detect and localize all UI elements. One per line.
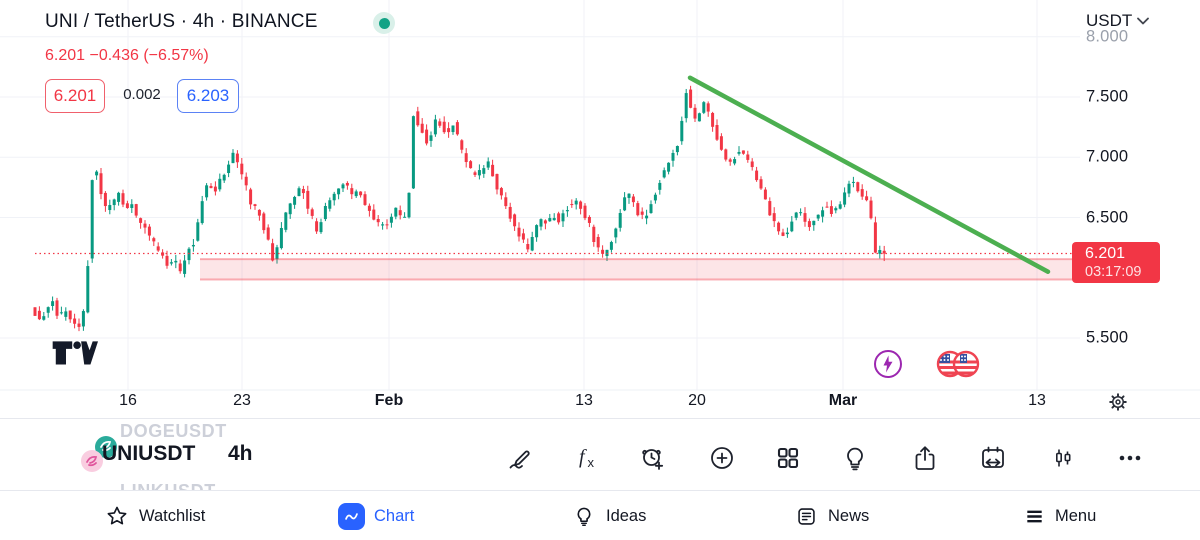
chart-wave-icon: [338, 502, 365, 530]
menu-hamburger-icon: [1027, 510, 1042, 522]
nav-item-ideas[interactable]: Ideas: [571, 491, 646, 540]
nav-label: Ideas: [606, 506, 647, 525]
star-icon: [107, 506, 127, 525]
nav-item-watchlist[interactable]: Watchlist: [104, 491, 205, 540]
time-axis-label: Feb: [374, 392, 404, 409]
news-icon: [798, 507, 815, 525]
symbol-coin-icons: [81, 436, 117, 472]
bid-price-button[interactable]: 6.201: [45, 79, 105, 113]
last-price-badge: 6.201 03:17:09: [1072, 242, 1160, 284]
nav-item-chart[interactable]: Chart: [338, 491, 414, 540]
svg-text:x: x: [588, 455, 595, 470]
layouts-grid-icon[interactable]: [772, 442, 804, 474]
time-axis-label: 13: [1028, 392, 1046, 409]
time-axis-label: Mar: [828, 392, 858, 409]
lightbulb-icon: [577, 507, 591, 526]
us-flag-events-icon[interactable]: [934, 349, 982, 379]
last-price: 6.201: [1085, 245, 1126, 263]
symbol-title[interactable]: UNI / TetherUS · 4h · BINANCE: [45, 11, 318, 32]
currency-selector[interactable]: USDT: [1086, 11, 1150, 31]
price-axis-label: 6.500: [1086, 208, 1129, 226]
more-ellipsis-icon[interactable]: [1114, 442, 1146, 474]
nav-item-news[interactable]: News: [794, 491, 869, 540]
ask-price-button[interactable]: 6.203: [177, 79, 239, 113]
time-axis-label: 23: [233, 392, 251, 409]
chart-toolbar: DOGEUSDT UNIUSDT 4h LINKUSDT f x: [0, 418, 1200, 490]
spread-value: 0.002: [123, 86, 161, 103]
price-chart[interactable]: [0, 0, 1200, 418]
bottom-navigation: Watchlist Chart Ideas News: [0, 490, 1200, 540]
watchlist-next-symbol[interactable]: LINKUSDT: [120, 481, 216, 490]
add-icon[interactable]: [706, 442, 738, 474]
time-axis-label: 20: [688, 392, 706, 409]
time-axis-label: 13: [575, 392, 593, 409]
svg-text:f: f: [579, 446, 587, 468]
nav-label: News: [828, 506, 870, 525]
chart-style-icon[interactable]: [1047, 442, 1079, 474]
active-symbol[interactable]: UNIUSDT: [102, 442, 196, 465]
time-axis-label: 16: [119, 392, 137, 409]
bar-countdown: 03:17:09: [1085, 263, 1142, 280]
share-icon[interactable]: [909, 442, 941, 474]
currency-label: USDT: [1086, 11, 1133, 30]
go-to-date-icon[interactable]: [977, 442, 1009, 474]
watchlist-prev-symbol[interactable]: DOGEUSDT: [120, 421, 227, 441]
price-axis-label: 7.500: [1086, 87, 1129, 106]
indicators-fx-icon[interactable]: f x: [571, 442, 603, 474]
axis-settings-gear-icon[interactable]: [1106, 390, 1130, 414]
price-axis-label: 7.000: [1086, 147, 1129, 166]
lightning-marker-icon[interactable]: [873, 349, 903, 379]
tradingview-logo[interactable]: [44, 336, 104, 368]
price-axis-label: 5.500: [1086, 328, 1129, 347]
ideas-lightbulb-icon[interactable]: [839, 442, 871, 474]
add-alert-icon[interactable]: [637, 442, 669, 474]
nav-label: Chart: [374, 506, 415, 525]
market-status-icon[interactable]: [373, 12, 395, 34]
nav-item-menu[interactable]: Menu: [1023, 491, 1096, 540]
interval-button[interactable]: 4h: [228, 442, 253, 465]
nav-label: Menu: [1055, 506, 1097, 525]
nav-label: Watchlist: [139, 506, 206, 525]
chevron-down-icon: [1137, 17, 1150, 25]
price-axis-label: 8.000: [1086, 27, 1129, 46]
draw-icon[interactable]: [504, 442, 536, 474]
price-change-summary: 6.201 −0.436 (−6.57%): [45, 47, 209, 64]
